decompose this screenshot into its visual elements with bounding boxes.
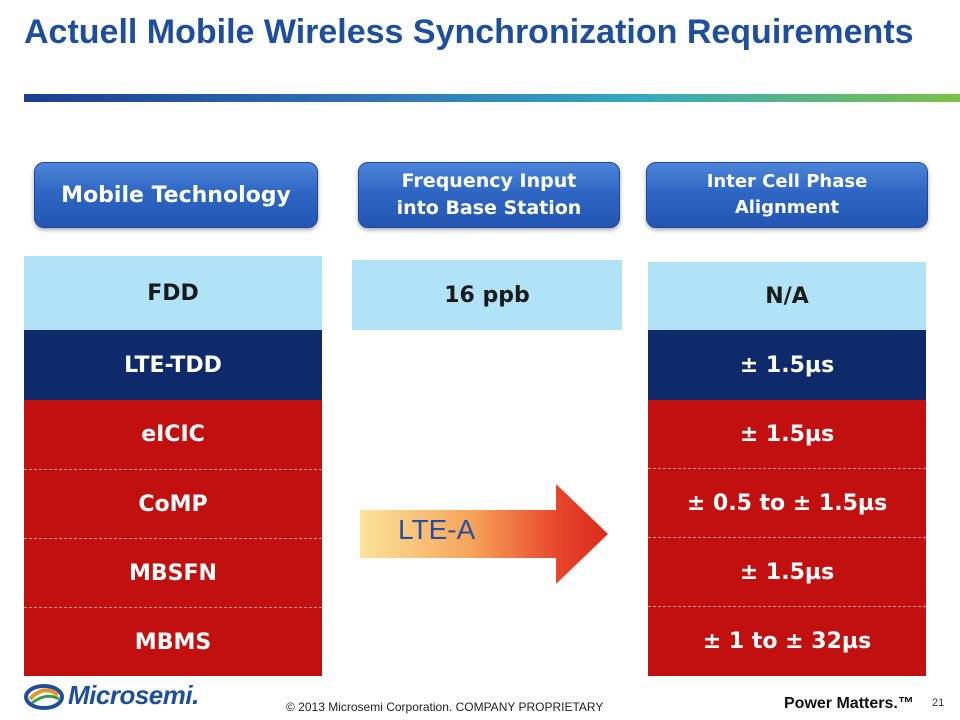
phase-cell-mbms: ± 1 to ± 32µs: [648, 607, 926, 676]
header-frequency-line2: into Base Station: [396, 197, 582, 219]
lte-a-arrow: [360, 484, 608, 584]
lte-a-arrow-shape: [360, 484, 608, 584]
phase-cell-comp: ± 0.5 to ± 1.5µs: [648, 469, 926, 538]
power-matters-tagline: Power Matters.™: [784, 695, 914, 712]
tech-cell-eicic: eICIC: [24, 400, 322, 470]
phase-cell-label: ± 1.5µs: [739, 559, 835, 585]
header-inter-cell-phase: Inter Cell Phase Alignment: [646, 162, 928, 228]
tech-cell-label: eICIC: [141, 422, 205, 447]
slide-title: Actuell Mobile Wireless Synchronization …: [24, 13, 914, 51]
tech-cell-label: FDD: [147, 280, 199, 306]
tech-cell-label: MBSFN: [129, 560, 217, 586]
tech-cell-label: MBMS: [134, 629, 212, 655]
copyright-notice: © 2013 Microsemi Corporation. COMPANY PR…: [286, 700, 604, 714]
page-number: 21: [932, 697, 945, 709]
lte-a-label: LTE-A: [398, 514, 476, 545]
title-underline-bar: [24, 94, 960, 102]
phase-cell-eicic: ± 1.5µs: [648, 400, 926, 469]
header-mobile-technology-label: Mobile Technology: [61, 182, 291, 208]
phase-cell-lte-tdd: ± 1.5µs: [648, 330, 926, 400]
frequency-cell-label: 16 ppb: [444, 282, 530, 308]
microsemi-logo-text: Microsemi.: [68, 680, 199, 710]
tech-cell-mbms: MBMS: [24, 608, 322, 676]
phase-cell-label: ± 1 to ± 32µs: [702, 629, 872, 654]
header-mobile-technology: Mobile Technology: [34, 162, 318, 228]
phase-cell-label: ± 1.5µs: [739, 352, 835, 378]
header-phase-line1: Inter Cell Phase: [706, 171, 868, 192]
header-frequency-input: Frequency Input into Base Station: [358, 162, 620, 228]
header-phase-line2: Alignment: [734, 197, 840, 218]
frequency-cell: 16 ppb: [352, 260, 622, 330]
phase-cell-label: ± 1.5µs: [739, 421, 835, 447]
tech-cell-lte-tdd: LTE-TDD: [24, 330, 322, 400]
header-frequency-line1: Frequency Input: [401, 170, 577, 192]
tech-cell-comp: CoMP: [24, 470, 322, 539]
tech-cell-mbsfn: MBSFN: [24, 539, 322, 608]
phase-cell-label: ± 0.5 to ± 1.5µs: [686, 490, 888, 516]
phase-cell-na: N/A: [648, 262, 926, 330]
microsemi-logo-icon: [24, 684, 64, 710]
phase-cell-label: N/A: [765, 283, 809, 309]
phase-cell-mbsfn: ± 1.5µs: [648, 538, 926, 607]
tech-cell-fdd: FDD: [24, 256, 322, 330]
tech-cell-label: CoMP: [138, 491, 208, 517]
tech-cell-label: LTE-TDD: [124, 352, 222, 378]
